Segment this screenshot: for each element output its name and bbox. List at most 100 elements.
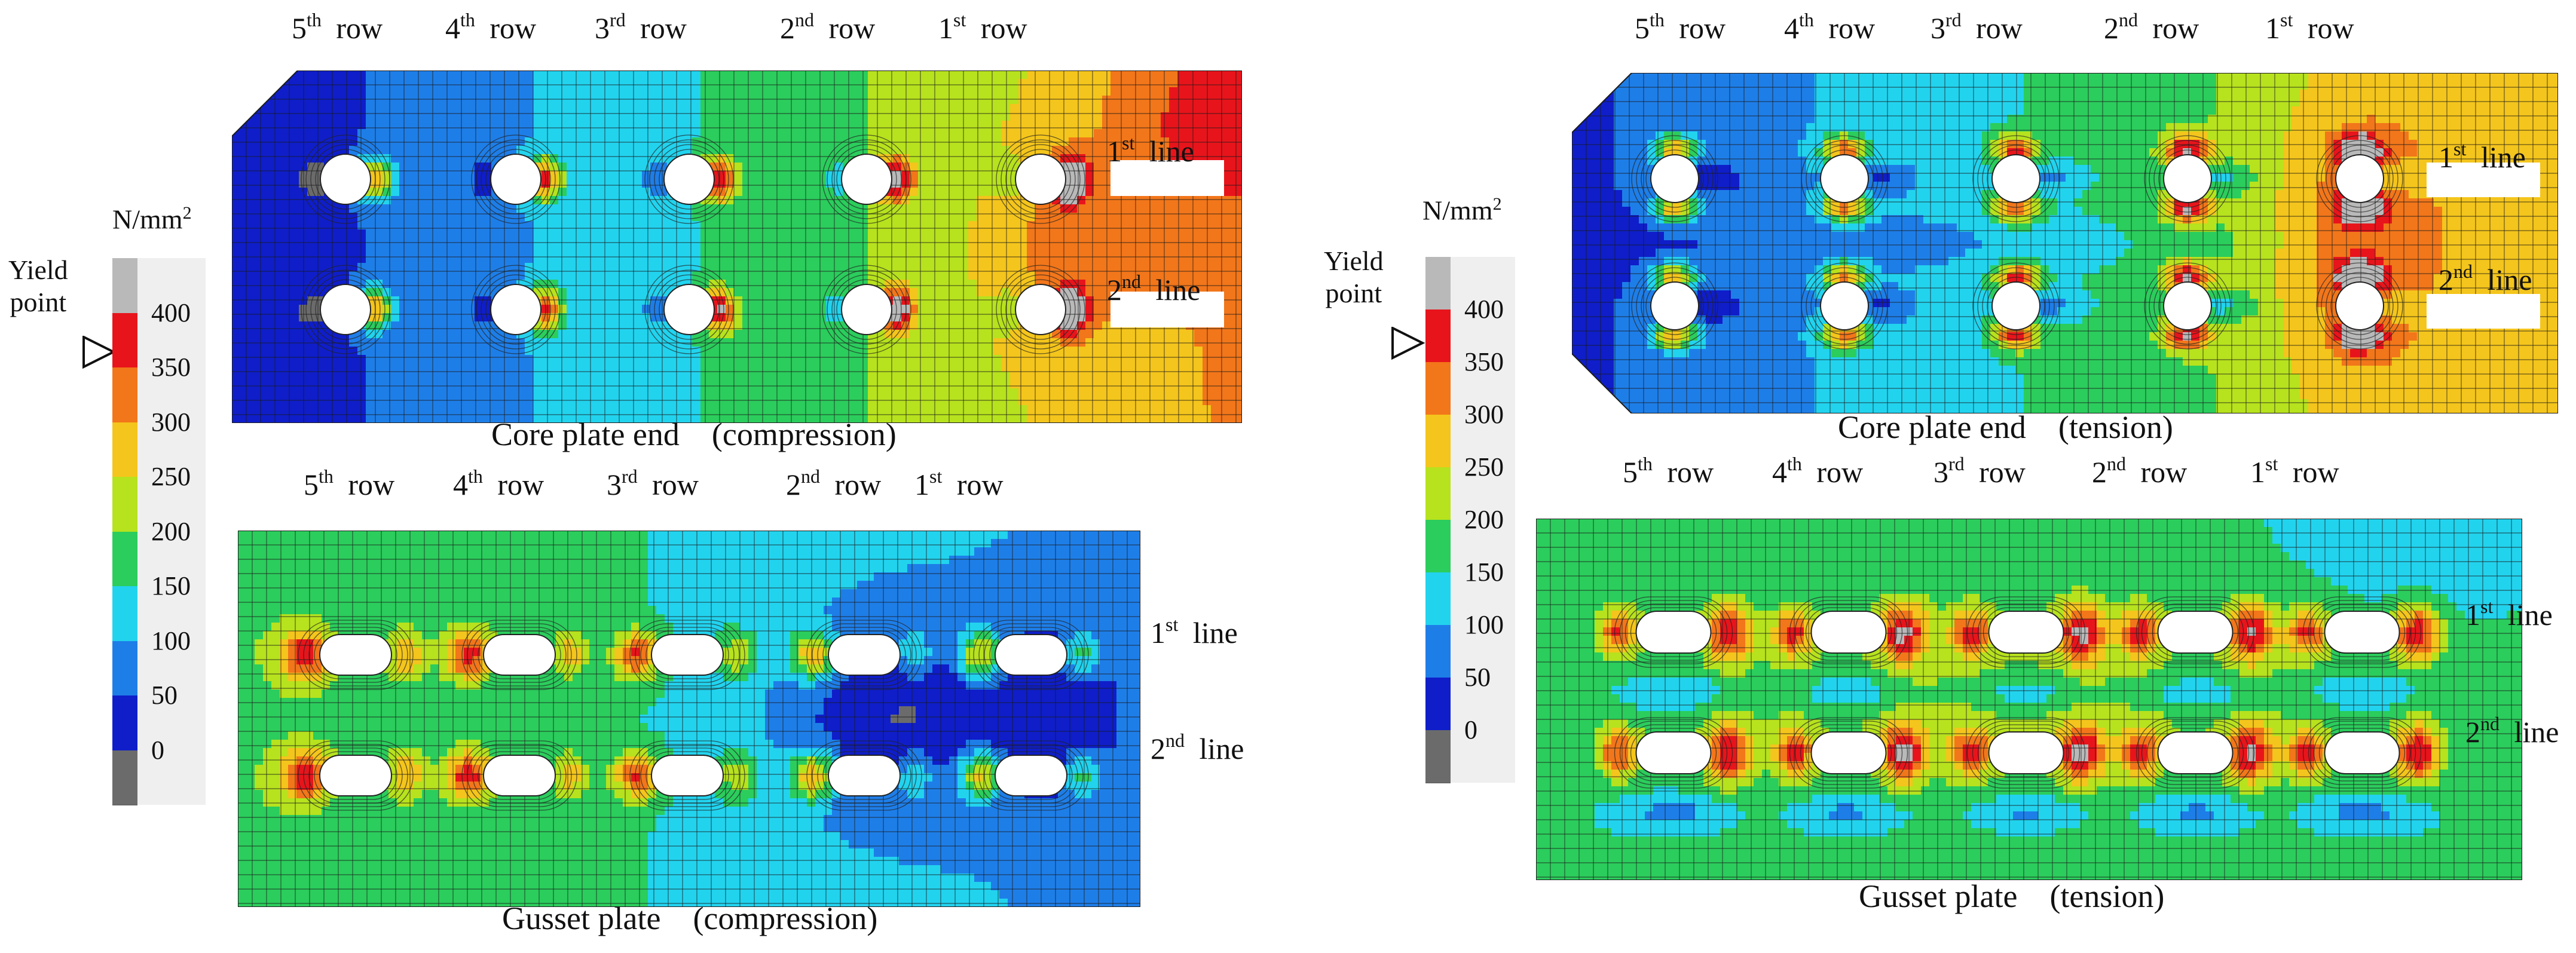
contour-cell [793,129,801,138]
contour-cell [910,104,919,113]
contour-cell [985,246,994,255]
contour-cell [751,380,760,389]
contour-cell [1194,347,1203,356]
contour-cell [282,163,291,171]
contour-cell [282,188,291,197]
contour-cell [751,188,760,197]
contour-cell [977,104,986,113]
contour-cell [717,104,726,113]
contour-cell [366,87,375,96]
contour-cell [1010,87,1019,96]
contour-cell [550,221,559,230]
contour-cell [935,347,944,356]
contour-cell [1236,246,1242,255]
contour-cell [1127,229,1136,238]
contour-cell [968,196,977,205]
contour-cell [608,196,617,205]
contour-cell [1219,280,1228,289]
contour-cell [659,71,668,79]
contour-cell [1127,196,1136,205]
contour-cell [717,87,726,96]
contour-cell [458,196,467,205]
contour-cell [567,163,576,171]
contour-cell [642,355,651,364]
contour-cell [642,263,651,272]
contour-cell [249,263,258,272]
contour-cell [274,179,283,188]
contour-cell [290,397,299,406]
contour-cell [357,355,366,364]
contour-cell [1110,372,1119,381]
contour-cell [357,129,366,138]
contour-cell [809,288,818,297]
contour-cell [910,154,919,163]
contour-cell [1228,96,1237,105]
contour-cell [726,79,735,88]
contour-cell [952,380,960,389]
contour-cell [240,129,249,138]
contour-cell [324,255,333,263]
contour-cell [952,196,960,205]
contour-cell [943,121,952,130]
contour-cell [324,229,333,238]
contour-cell [416,288,425,297]
contour-cell [759,104,768,113]
contour-cell [366,146,375,155]
contour-cell [1069,330,1078,339]
contour-cell [968,380,977,389]
contour-cell [1044,213,1053,222]
contour-cell [767,280,776,289]
contour-cell [659,405,668,414]
contour-cell [525,397,534,406]
contour-cell [617,305,626,314]
contour-cell [1144,204,1153,213]
contour-cell [349,87,358,96]
contour-cell [659,229,668,238]
contour-cell [1169,372,1178,381]
contour-cell [876,129,885,138]
contour-cell [918,154,927,163]
contour-cell [541,405,550,414]
contour-cell [868,229,877,238]
contour-cell [274,171,283,180]
contour-cell [249,380,258,389]
contour-cell [952,363,960,372]
contour-cell [893,355,902,364]
contour-cell [943,380,952,389]
contour-cell [1060,405,1069,414]
contour-cell [918,288,927,297]
contour-cell [1236,87,1242,96]
contour-cell [550,87,559,96]
contour-cell [935,112,944,121]
contour-cell [1186,96,1195,105]
contour-cell [1136,71,1145,79]
contour-cell [290,121,299,130]
contour-cell [742,71,751,79]
contour-cell [952,79,960,88]
contour-cell [1127,372,1136,381]
contour-cell [567,171,576,180]
contour-cell [684,204,693,213]
contour-cell [290,96,299,105]
contour-cell [943,221,952,230]
contour-cell [316,372,325,381]
contour-cell [483,263,492,272]
contour-cell [859,372,868,381]
contour-cell [433,188,442,197]
contour-cell [1110,71,1119,79]
contour-cell [1018,87,1027,96]
contour-cell [759,347,768,356]
contour-cell [265,96,274,105]
contour-cell [1228,229,1237,238]
contour-cell [918,96,927,105]
contour-cell [516,355,525,364]
contour-cell [784,146,793,155]
contour-cell [659,129,668,138]
contour-cell [868,246,877,255]
contour-cell [466,330,475,339]
contour-cell [1110,87,1119,96]
contour-cell [1228,280,1237,289]
contour-cell [1194,380,1203,389]
contour-cell [575,213,584,222]
contour-cell [926,112,935,121]
